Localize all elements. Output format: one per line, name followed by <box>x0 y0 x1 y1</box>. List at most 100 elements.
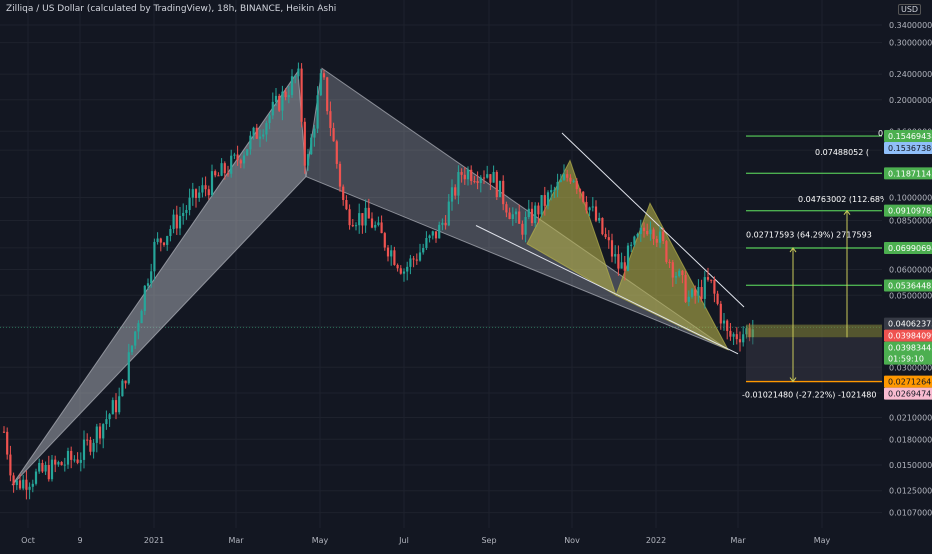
candle-body <box>425 237 428 248</box>
candle-body <box>124 380 127 384</box>
candle-body <box>393 250 396 265</box>
candle-body <box>434 231 438 239</box>
candle-body <box>409 258 412 267</box>
candle-body <box>306 154 310 166</box>
candle-body <box>566 174 569 178</box>
measurement-label-4: -0.01021480 (-27.22%) -1021480 <box>742 391 876 400</box>
candle-body <box>460 172 463 175</box>
candle-body <box>332 128 335 142</box>
candle-body <box>60 462 63 466</box>
candle-body <box>719 303 722 324</box>
candle-body <box>476 181 479 184</box>
risk-zone <box>746 337 882 382</box>
candle-body <box>630 244 633 246</box>
candle-body <box>127 352 130 384</box>
candle-body <box>281 91 284 111</box>
candle-body <box>358 213 361 226</box>
candle-body <box>582 191 585 202</box>
candle-body <box>118 396 121 413</box>
candle-body <box>175 214 178 229</box>
candle-body <box>310 137 313 155</box>
candle-body <box>470 169 473 182</box>
candle-body <box>268 115 271 124</box>
candle-body <box>63 464 66 466</box>
candle-body <box>543 195 546 206</box>
candle-body <box>610 240 614 257</box>
candle-body <box>156 238 159 242</box>
currency-button[interactable]: USD <box>898 4 922 15</box>
candle-body <box>79 459 82 463</box>
candle-body <box>198 192 201 198</box>
price-tag-bg <box>884 352 932 365</box>
candle-body <box>540 195 543 215</box>
candle-body <box>194 189 198 198</box>
time-tick: 2022 <box>646 536 666 545</box>
candle-body <box>604 234 607 238</box>
candle-body <box>361 213 364 226</box>
candle-body <box>575 180 578 190</box>
candle-body <box>329 111 332 129</box>
time-tick: May <box>814 536 831 545</box>
candle-body <box>524 217 527 235</box>
candle-body <box>594 206 598 221</box>
candle-body <box>601 217 604 235</box>
candle-body <box>572 180 575 182</box>
candle-body <box>636 233 639 237</box>
candle-body <box>658 231 662 243</box>
candle-body <box>223 163 226 174</box>
candle-body <box>111 400 114 415</box>
candle-body <box>550 190 553 193</box>
candle-body <box>674 276 678 278</box>
candle-body <box>210 171 214 196</box>
candle-body <box>25 479 28 490</box>
candle-body <box>255 127 258 139</box>
candle-body <box>319 73 322 96</box>
candle-body <box>290 76 294 96</box>
candle-body <box>166 236 169 245</box>
candle-body <box>82 439 86 460</box>
time-tick: Oct <box>21 536 35 545</box>
candle-body <box>671 262 674 278</box>
candle-body <box>294 76 297 78</box>
candle-body <box>534 205 537 224</box>
candle-body <box>351 225 354 227</box>
candle-body <box>732 334 735 337</box>
candle-body <box>495 171 498 198</box>
harmonic-patterns <box>11 67 730 486</box>
candle-body <box>489 174 492 183</box>
price-tag: 0.15367386 <box>888 144 932 153</box>
candle-body <box>406 266 409 272</box>
candle-body <box>438 224 441 239</box>
candle-body <box>441 222 444 225</box>
trendline-upper <box>561 132 745 308</box>
price-tag: 0.02694741 <box>888 390 932 399</box>
candle-body <box>457 172 460 196</box>
candle-body <box>297 68 300 77</box>
candle-body <box>137 323 140 332</box>
candle-body <box>182 212 185 216</box>
candle-body <box>521 223 524 235</box>
candle-body <box>50 459 54 480</box>
time-tick: Sep <box>481 536 496 545</box>
candle-body <box>450 187 454 202</box>
candle-body <box>585 201 588 211</box>
candle-body <box>316 95 319 129</box>
candle-body <box>143 285 146 312</box>
candle-body <box>204 185 207 190</box>
candle-body <box>428 235 431 238</box>
candle-body <box>239 160 242 164</box>
candle-body <box>242 155 246 164</box>
candle-body <box>703 277 706 299</box>
candle-body <box>482 177 486 179</box>
candle-body <box>130 345 134 353</box>
